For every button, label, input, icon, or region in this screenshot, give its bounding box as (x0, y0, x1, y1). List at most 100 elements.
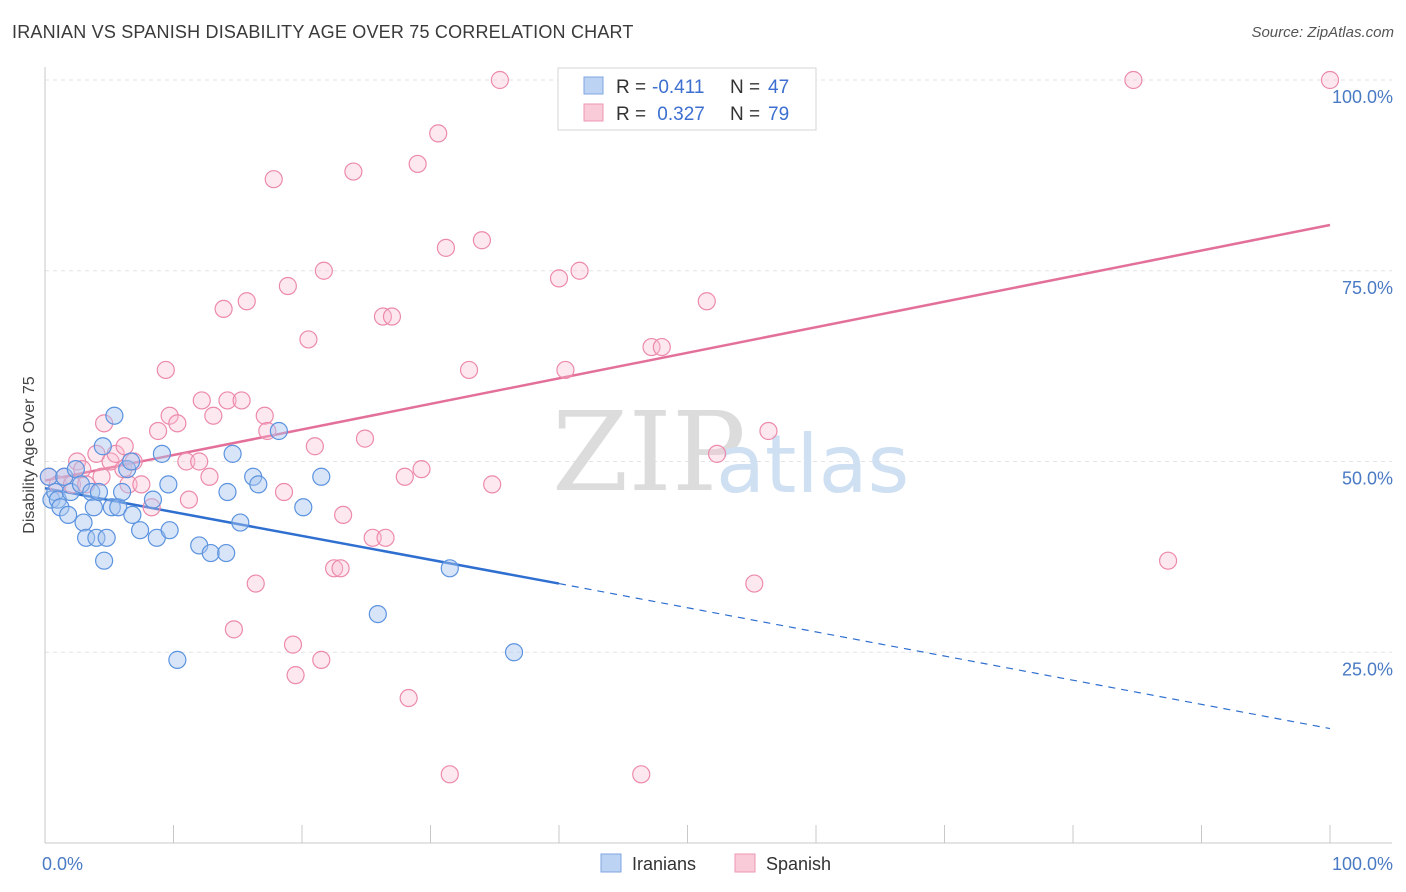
spanish-point-26 (200, 467, 219, 486)
spanish-point-37 (274, 482, 294, 502)
iranians-point-13 (84, 498, 103, 517)
spanish-point-52 (376, 528, 395, 547)
spanish-point-63 (483, 475, 502, 494)
legend-swatch-spanish (583, 103, 604, 122)
spanish-point-45 (325, 559, 344, 578)
trend-lines (44, 223, 1331, 730)
spanish-point-34 (255, 406, 274, 425)
iranians-trend-extension (558, 582, 1331, 730)
iranians-point-45 (440, 559, 459, 578)
iranians-point-42 (294, 498, 313, 517)
spanish-point-36 (264, 170, 283, 189)
iranians-point-31 (160, 521, 179, 540)
spanish-point-20 (160, 406, 179, 425)
legend-swatch-iranians (583, 76, 604, 95)
gridlines (45, 79, 1392, 653)
spanish-point-59 (436, 238, 456, 257)
legend-r-label-2: R = (616, 104, 646, 125)
iranians-point-10 (74, 513, 93, 532)
spanish-point-73 (745, 574, 764, 593)
iranians-point-8 (66, 460, 85, 479)
iranians-point-26 (130, 521, 150, 540)
iranians-point-21 (109, 498, 128, 517)
spanish-point-40 (286, 666, 305, 685)
spanish-point-75 (1124, 70, 1143, 90)
iranians-point-7 (61, 482, 80, 502)
x-tick-label-0: 0.0% (42, 854, 83, 874)
spanish-point-18 (148, 421, 168, 441)
spanish-point-77 (1320, 70, 1340, 90)
iranians-trend-line (44, 486, 560, 585)
spanish-point-22 (177, 452, 196, 471)
spanish-point-50 (363, 528, 382, 547)
spanish-point-43 (312, 650, 331, 669)
legend-box: R = -0.411 N = 47 R = 0.327 N = 79 (557, 67, 817, 131)
spanish-point-57 (412, 460, 431, 479)
iranians-point-41 (269, 421, 288, 441)
spanish-point-16 (132, 475, 151, 494)
iranians-point-20 (105, 406, 124, 425)
legend-n-label-2: N = (730, 104, 760, 125)
spanish-point-46 (331, 559, 350, 578)
iranians-point-29 (152, 444, 172, 463)
legend-n-value-2: 79 (768, 104, 789, 125)
bottom-legend-swatch-spanish (734, 853, 756, 873)
legend-r-value-2: 0.327 (652, 104, 705, 125)
spanish-point-67 (570, 261, 589, 280)
y-tick-labels: 25.0% 50.0% 75.0% 100.0% (1332, 87, 1393, 679)
spanish-point-74 (759, 421, 778, 441)
spanish-point-64 (490, 70, 509, 90)
bottom-legend: Iranians Spanish (600, 853, 831, 874)
iranians-point-44 (368, 604, 387, 624)
data-points (39, 70, 1340, 784)
spanish-point-54 (395, 467, 414, 486)
y-tick-label-1: 50.0% (1342, 469, 1393, 489)
chart-title: IRANIAN VS SPANISH DISABILITY AGE OVER 7… (12, 22, 634, 42)
spanish-point-60 (440, 765, 459, 784)
iranians-point-38 (231, 513, 250, 532)
iranians-point-17 (95, 551, 114, 570)
spanish-point-58 (429, 124, 448, 143)
y-axis-label: Disability Age Over 75 (21, 376, 38, 534)
y-tick-label-0: 25.0% (1342, 659, 1393, 679)
y-tick-label-3: 100.0% (1332, 87, 1393, 107)
iranians-point-27 (143, 490, 163, 509)
spanish-point-32 (237, 292, 256, 311)
iranians-point-22 (112, 482, 132, 502)
spanish-point-49 (355, 429, 375, 448)
x-tick-label-1: 100.0% (1332, 854, 1393, 874)
watermark-zip: ZIP (552, 388, 746, 516)
iranians-point-9 (71, 475, 91, 494)
source-label: Source: ZipAtlas.com (1251, 24, 1394, 41)
iranians-point-34 (201, 543, 220, 563)
iranians-point-6 (59, 505, 78, 525)
spanish-point-24 (190, 452, 209, 471)
iranians-point-18 (97, 528, 116, 547)
spanish-point-27 (204, 406, 223, 425)
spanish-point-39 (283, 635, 303, 654)
iranians-point-25 (123, 505, 142, 525)
spanish-point-42 (305, 437, 324, 456)
iranians-point-46 (504, 643, 524, 662)
spanish-point-55 (399, 688, 418, 708)
spanish-point-76 (1158, 551, 1178, 570)
axes (44, 67, 1392, 844)
spanish-point-17 (142, 498, 161, 517)
spanish-point-66 (556, 360, 575, 380)
iranians-point-12 (82, 482, 101, 502)
spanish-point-25 (192, 391, 211, 410)
legend-n-label-1: N = (730, 77, 760, 98)
spanish-point-48 (344, 162, 363, 181)
watermark-atlas: atlas (716, 418, 909, 511)
spanish-trend-line (44, 223, 1331, 482)
iranians-point-36 (218, 482, 237, 502)
legend-n-value-1: 47 (768, 77, 789, 98)
spanish-point-31 (232, 391, 251, 410)
bottom-legend-spanish: Spanish (766, 854, 831, 874)
spanish-point-21 (168, 414, 187, 433)
iranians-point-43 (312, 467, 331, 486)
spanish-point-70 (652, 337, 671, 357)
spanish-point-14 (119, 475, 138, 494)
spanish-point-5 (73, 460, 92, 479)
